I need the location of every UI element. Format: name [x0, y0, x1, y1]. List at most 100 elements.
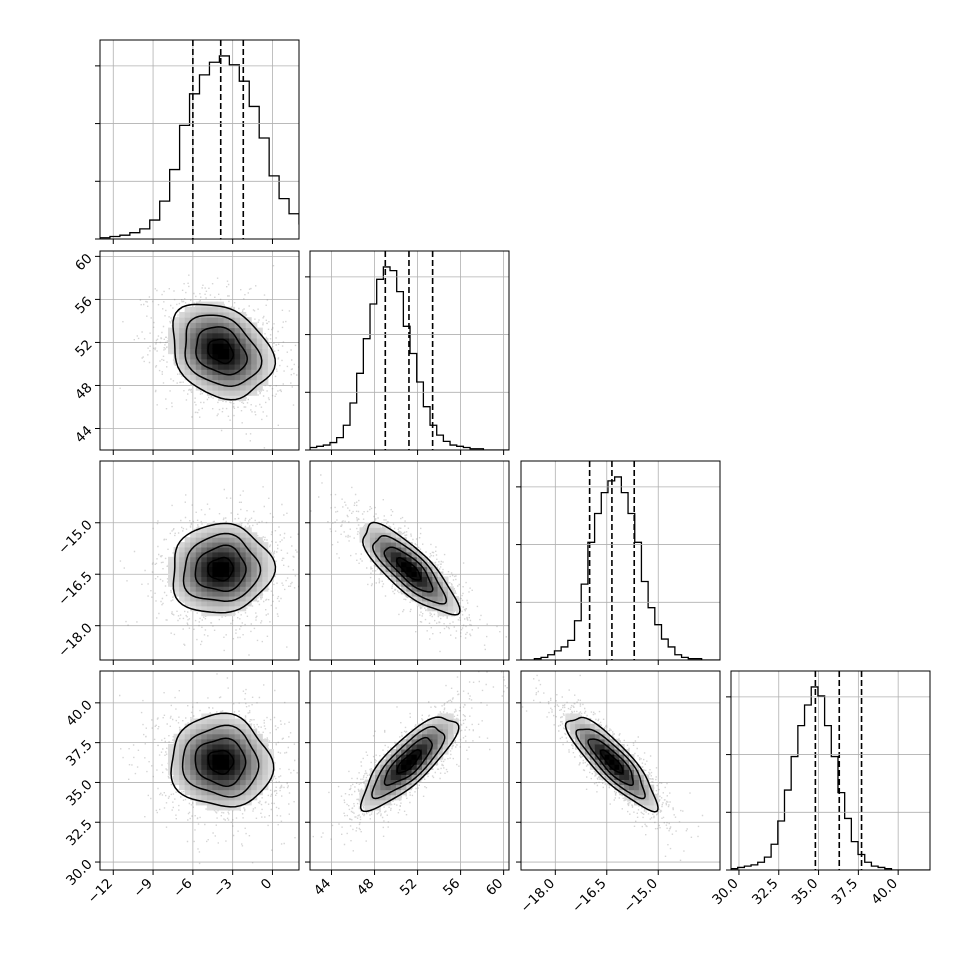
density-cell [184, 591, 191, 597]
density-cell [234, 542, 241, 548]
density-cell [262, 348, 269, 355]
y-tick-label: 35.0 [63, 777, 96, 810]
density-cell [390, 789, 397, 796]
density-cell [229, 551, 236, 558]
density-cell [364, 799, 371, 806]
density-cell [589, 754, 596, 760]
density-cell [168, 561, 175, 568]
panel-3-0: −12 −9 −6 −3 0 30.0 32.5 35.0 37.5 40.0 [63, 670, 300, 907]
contour-line [599, 749, 624, 774]
density-cell [589, 728, 596, 735]
density-cell [234, 733, 241, 740]
density-cell [206, 718, 213, 725]
density-cell [437, 610, 444, 617]
density-cell [206, 542, 213, 548]
density-cell [179, 369, 186, 375]
density-cell [395, 764, 402, 770]
density-cell [406, 581, 413, 587]
density-cell [223, 369, 230, 375]
density-cell [223, 571, 230, 577]
density-cell [234, 789, 241, 796]
density-cell [223, 556, 230, 563]
x-tick-label: −16.5 [569, 876, 610, 917]
density-cell [212, 799, 219, 806]
density-cell [240, 600, 247, 607]
density-cell [406, 764, 413, 770]
density-cell [229, 749, 236, 755]
density-cell [217, 754, 224, 760]
density-cell [184, 311, 191, 318]
density-cell [195, 596, 202, 602]
density-cell [411, 779, 418, 786]
density-cell [201, 317, 208, 323]
density-cell [212, 522, 219, 528]
density-cell [375, 789, 381, 796]
density-cell [184, 364, 191, 370]
density-cell [421, 754, 428, 760]
density-cell [168, 576, 175, 582]
density-cell [369, 804, 376, 811]
density-cell [190, 759, 197, 765]
density-cell [223, 605, 230, 612]
density-cell [179, 769, 186, 775]
density-cell [206, 551, 213, 558]
density-cell [173, 581, 180, 587]
contour-line [184, 314, 263, 387]
density-cell [594, 759, 601, 765]
density-cell [212, 542, 219, 548]
density-cell [575, 718, 581, 725]
density-cell [206, 586, 213, 592]
density-cell [375, 769, 381, 775]
density-cell [212, 733, 219, 740]
density-cell [217, 749, 224, 755]
density-cell [179, 311, 186, 318]
density-cell [359, 532, 366, 538]
density-cell [427, 600, 433, 607]
density-cell [395, 774, 402, 781]
density-cell [234, 794, 241, 801]
density-cell [223, 799, 230, 806]
density-cell [201, 723, 208, 730]
density-cell [195, 566, 202, 573]
density-cell [201, 332, 208, 339]
density-cell [580, 728, 586, 735]
density-cell [240, 332, 247, 339]
y-tick-label: 60 [72, 251, 95, 274]
y-tick-label: 52 [72, 337, 95, 360]
x-tick-label: 32.5 [749, 876, 782, 909]
density-cell [619, 774, 625, 781]
density-cell [179, 327, 186, 334]
density-cell [380, 551, 387, 558]
density-cell [234, 774, 241, 781]
density-cell [184, 546, 191, 553]
density-cell [624, 764, 630, 770]
density-cell [643, 794, 650, 801]
density-cell [364, 522, 371, 528]
density-cell [427, 561, 433, 568]
density-cell [234, 566, 241, 573]
density-cell [589, 743, 596, 750]
density-cell [184, 733, 191, 740]
density-cell [206, 369, 213, 375]
density-cell [173, 348, 180, 355]
y-tick-label: −15.0 [55, 517, 96, 558]
density-cell [432, 571, 439, 577]
density-cell [245, 353, 252, 360]
density-cell [212, 764, 219, 770]
density-cell [245, 566, 252, 573]
density-cell [179, 749, 186, 755]
density-cell [206, 338, 213, 344]
density-cell [256, 764, 263, 770]
density-cell [173, 561, 180, 568]
density-cell [375, 561, 381, 568]
density-cell [223, 789, 230, 796]
contour-line [372, 534, 448, 605]
density-cell [234, 546, 241, 553]
density-cell [411, 561, 418, 568]
density-cell [416, 566, 423, 573]
density-cell [240, 723, 247, 730]
density-cell [251, 546, 258, 553]
density-cell [375, 542, 381, 548]
contour-line [207, 749, 235, 775]
